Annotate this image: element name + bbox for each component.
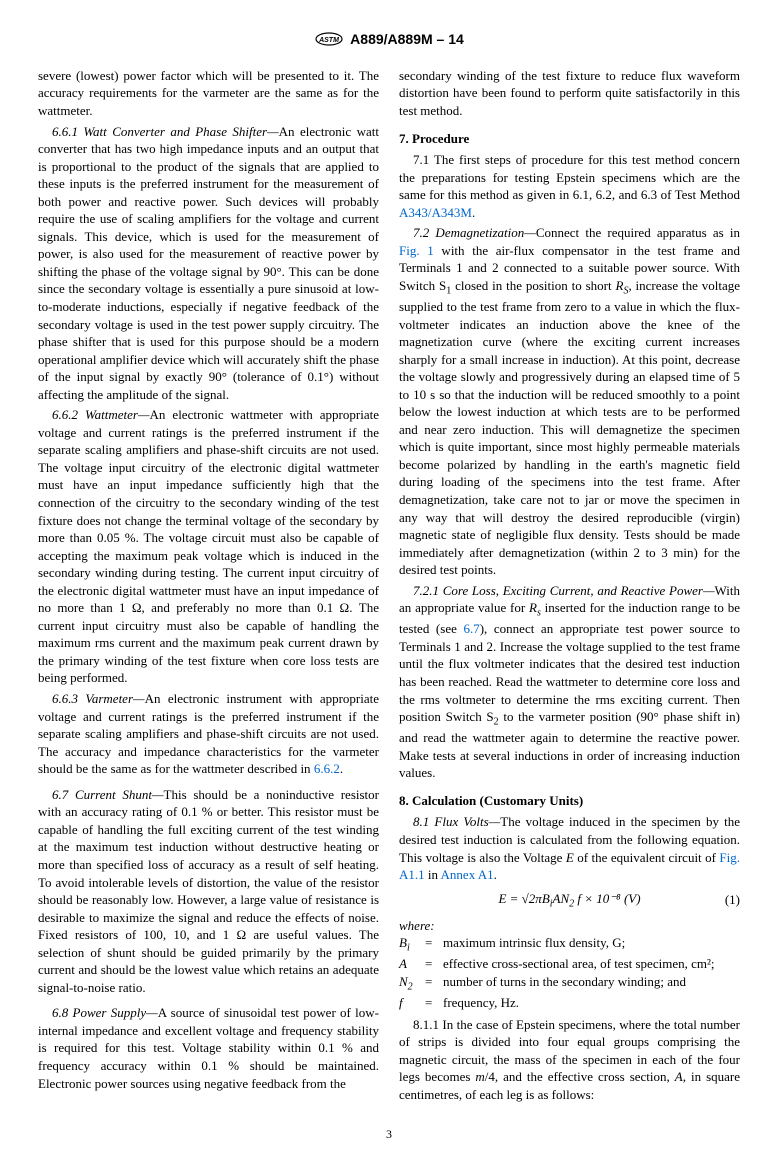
para-6-8: 6.8 Power Supply—A source of sinusoidal … — [38, 1004, 379, 1092]
where-label: where: — [399, 917, 740, 935]
para-7-1: 7.1 The first steps of procedure for thi… — [399, 151, 740, 221]
svg-text:ASTM: ASTM — [318, 37, 339, 44]
document-id: A889/A889M – 14 — [350, 30, 464, 49]
para-8-1: 8.1 Flux Volts—The voltage induced in th… — [399, 813, 740, 883]
equation-1: E = √2πBiAN2 f × 10⁻⁸ (V) (1) — [399, 890, 740, 911]
where-list: Bi=maximum intrinsic flux density, G; A=… — [399, 934, 740, 1011]
para-6-6-2: 6.6.2 Wattmeter—An electronic wattmeter … — [38, 406, 379, 687]
astm-logo: ASTM — [314, 30, 344, 48]
para-7-2: 7.2 Demagnetization—Connect the required… — [399, 224, 740, 578]
section-8-heading: 8. Calculation (Customary Units) — [399, 792, 740, 810]
two-column-layout: severe (lowest) power factor which will … — [38, 67, 740, 1106]
para-6-6-3: 6.6.3 Varmeter—An electronic instrument … — [38, 690, 379, 778]
section-7-heading: 7. Procedure — [399, 130, 740, 148]
para-6-6-cont: severe (lowest) power factor which will … — [38, 67, 379, 120]
para-6-6-1: 6.6.1 Watt Converter and Phase Shifter—A… — [38, 123, 379, 404]
right-column: secondary winding of the test fixture to… — [399, 67, 740, 1106]
document-header: ASTM A889/A889M – 14 — [38, 30, 740, 49]
link-6-7[interactable]: 6.7 — [463, 621, 479, 636]
page-number: 3 — [38, 1126, 740, 1142]
left-column: severe (lowest) power factor which will … — [38, 67, 379, 1106]
para-7-2-1: 7.2.1 Core Loss, Exciting Current, and R… — [399, 582, 740, 782]
link-annex-a1[interactable]: Annex A1 — [441, 867, 494, 882]
link-a343[interactable]: A343/A343M — [399, 205, 472, 220]
para-6-7: 6.7 Current Shunt—This should be a nonin… — [38, 786, 379, 997]
para-6-8-cont: secondary winding of the test fixture to… — [399, 67, 740, 120]
para-8-1-1: 8.1.1 In the case of Epstein specimens, … — [399, 1016, 740, 1104]
link-6-6-2[interactable]: 6.6.2 — [314, 761, 340, 776]
link-fig-1[interactable]: Fig. 1 — [399, 243, 434, 258]
